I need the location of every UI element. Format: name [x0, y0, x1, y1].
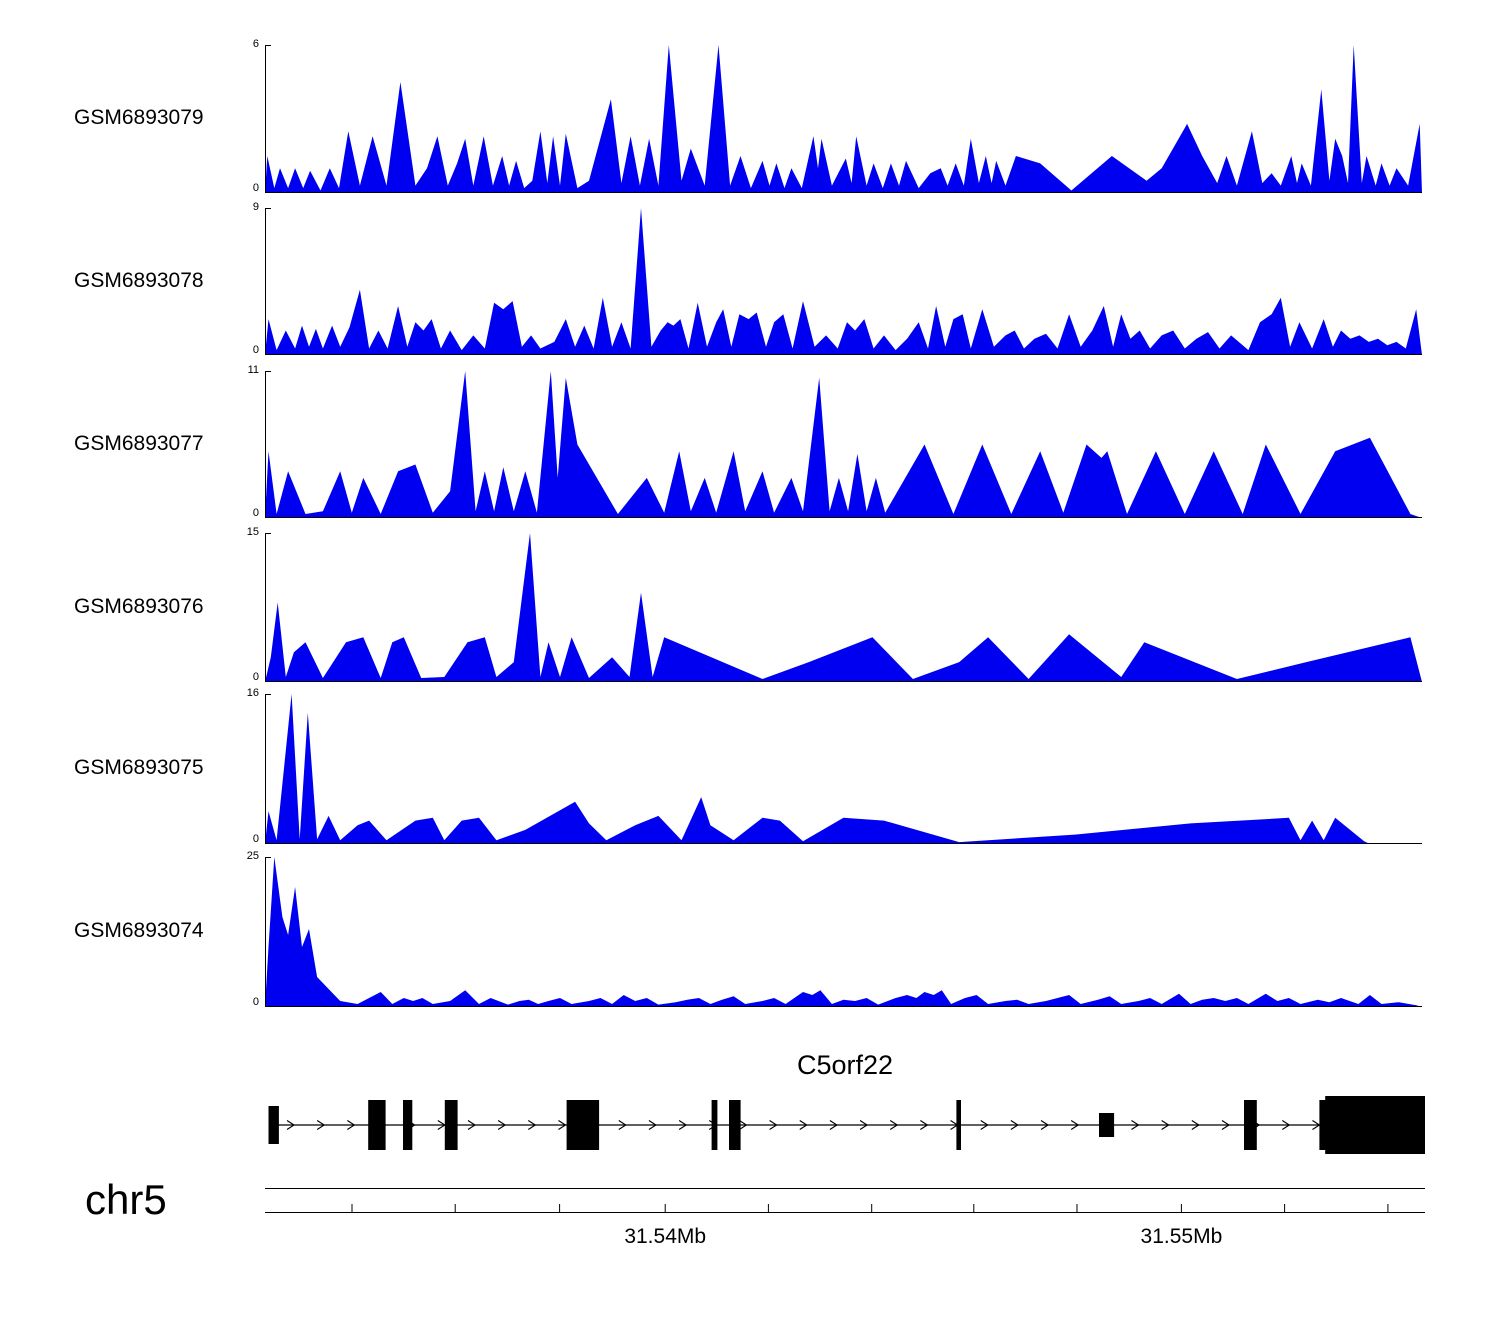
exon-box [1325, 1096, 1425, 1154]
coverage-area-plot [265, 857, 1422, 1007]
strand-arrow-icon [1131, 1120, 1140, 1130]
strand-arrow-icon [558, 1120, 567, 1130]
yaxis-max-label: 6 [252, 38, 259, 50]
strand-arrow-icon [920, 1120, 929, 1130]
chromosome-label: chr5 [85, 1176, 167, 1223]
coverage-area-plot [265, 533, 1422, 682]
strand-arrow-icon [1040, 1120, 1050, 1130]
strand-arrow-icon [618, 1120, 627, 1130]
strand-arrow-icon [980, 1120, 989, 1130]
strand-arrow-icon [1191, 1120, 1200, 1130]
exon-box [368, 1100, 386, 1150]
track-sample-label: GSM6893074 [74, 919, 204, 942]
exon-box [566, 1100, 600, 1150]
gene-model-track [268, 1096, 1425, 1154]
coverage-area-plot [265, 45, 1422, 193]
yaxis-max-label: 11 [247, 364, 259, 376]
exon-box [444, 1100, 458, 1150]
strand-arrow-icon [739, 1120, 748, 1130]
strand-arrow-icon [799, 1120, 808, 1130]
coverage-area-plot [265, 208, 1422, 355]
strand-arrow-icon [1010, 1120, 1019, 1130]
exon-box [1244, 1100, 1257, 1150]
track-sample-label: GSM6893077 [74, 431, 204, 455]
track-sample-label: GSM6893076 [74, 594, 204, 618]
strand-arrow-icon [467, 1120, 476, 1130]
yaxis-zero-label: 0 [252, 833, 259, 845]
yaxis-zero-label: 0 [252, 344, 259, 356]
coverage-area-plot [265, 694, 1422, 844]
strand-arrow-icon [648, 1120, 657, 1130]
strand-arrow-icon [497, 1120, 507, 1130]
track-sample-label: GSM6893079 [74, 106, 204, 129]
yaxis-zero-label: 0 [252, 182, 259, 194]
strand-arrow-icon [769, 1120, 778, 1130]
strand-arrow-icon [1161, 1120, 1170, 1130]
axis-tick-label: 31.54Mb [624, 1225, 707, 1248]
strand-arrow-icon [859, 1120, 869, 1130]
strand-arrow-icon [1221, 1120, 1230, 1130]
exon-box [1099, 1113, 1115, 1137]
yaxis-max-label: 9 [252, 201, 259, 213]
strand-arrow-icon [678, 1120, 688, 1130]
track-sample-label: GSM6893075 [74, 756, 204, 779]
genome-axis-lines [265, 1188, 1425, 1213]
exon-box [1319, 1100, 1328, 1150]
strand-arrow-icon [347, 1120, 356, 1130]
strand-arrow-icon [316, 1120, 326, 1130]
yaxis-max-label: 16 [246, 687, 259, 699]
exon-box [268, 1106, 279, 1144]
yaxis-max-label: 15 [246, 526, 259, 538]
exon-box [711, 1100, 718, 1150]
strand-arrow-icon [1070, 1120, 1080, 1130]
strand-arrow-icon [1282, 1120, 1291, 1130]
genome-axis: 31.54Mb 31.55Mb [265, 1185, 1425, 1275]
exon-box [956, 1100, 961, 1150]
gene-name-label: C5orf22 [796, 1050, 894, 1080]
axis-tick-label: 31.55Mb [1140, 1225, 1223, 1248]
strand-arrow-icon [286, 1120, 296, 1130]
strand-arrow-icon [528, 1120, 537, 1130]
coverage-area-plot [265, 371, 1422, 518]
yaxis-zero-label: 0 [252, 507, 259, 519]
yaxis-zero-label: 0 [252, 671, 259, 683]
strand-arrow-icon [889, 1120, 899, 1130]
yaxis-zero-label: 0 [252, 996, 259, 1008]
exon-box [403, 1100, 413, 1150]
exon-box [729, 1100, 741, 1150]
strand-arrow-icon [829, 1120, 838, 1130]
yaxis-max-label: 25 [246, 850, 259, 862]
track-sample-label: GSM6893078 [74, 268, 204, 292]
